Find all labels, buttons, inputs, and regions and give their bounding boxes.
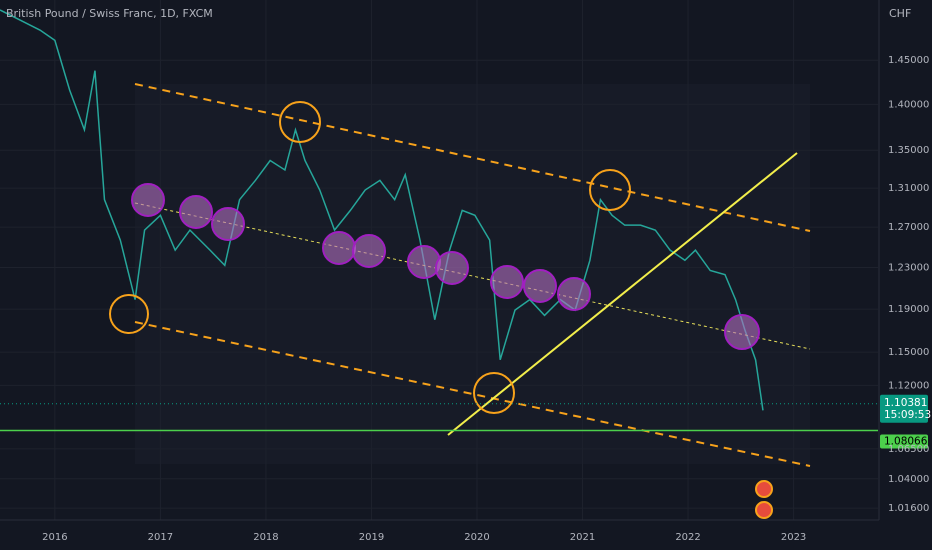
level-label: 1.08066: [884, 435, 928, 447]
y-tick-label: 1.45000: [888, 55, 929, 66]
price-line: [0, 9, 764, 411]
last-price-box: [880, 394, 928, 423]
purple-circle: [490, 265, 524, 299]
channel-top: [134, 83, 811, 232]
orange-circle: [473, 372, 515, 414]
chart-title: British Pound / Swiss Franc, 1D, FXCM: [6, 7, 213, 20]
orange-circle: [589, 169, 631, 211]
orange-circle: [279, 101, 321, 143]
y-tick-label: 1.35000: [888, 145, 929, 156]
y-tick-label: 1.15000: [888, 347, 929, 358]
x-tick-label: 2020: [464, 532, 489, 543]
series: [0, 9, 764, 411]
x-tick-label: 2021: [570, 532, 595, 543]
event-icon[interactable]: [755, 501, 773, 519]
x-tick-label: 2023: [781, 532, 806, 543]
purple-circle: [407, 245, 441, 279]
x-tick-label: 2017: [148, 532, 173, 543]
currency-label: CHF: [889, 7, 911, 20]
event-icons: [755, 480, 773, 519]
purple-circle: [179, 195, 213, 229]
last-price-label: 1.10381: [884, 397, 927, 409]
x-tick-label: 2019: [359, 532, 384, 543]
level-box: [880, 434, 928, 449]
purple-circle: [211, 207, 245, 241]
x-tick-label: 2022: [675, 532, 700, 543]
orange-circle: [109, 294, 149, 334]
purple-circle: [131, 183, 165, 217]
y-tick-label: 1.19000: [888, 304, 929, 315]
drawings: [109, 83, 811, 519]
y-tick-label: 1.23000: [888, 262, 929, 273]
countdown-label: 15:09:53: [884, 409, 931, 421]
purple-circle: [322, 231, 356, 265]
y-tick-label: 1.06500: [888, 444, 929, 455]
trend-line: [447, 152, 798, 436]
channel-bottom: [134, 321, 811, 467]
y-tick-label: 1.01600: [888, 503, 929, 514]
purple-circle: [557, 277, 591, 311]
event-icon[interactable]: [755, 480, 773, 498]
y-tick-label: 1.27000: [888, 222, 929, 233]
y-tick-label: 1.04000: [888, 474, 929, 485]
purple-circle: [724, 314, 760, 350]
x-tick-label: 2016: [42, 532, 67, 543]
y-tick-label: 1.40000: [888, 99, 929, 110]
channel-shade: [135, 84, 810, 464]
y-tick-label: 1.12000: [888, 380, 929, 391]
purple-circle: [523, 269, 557, 303]
x-tick-label: 2018: [253, 532, 278, 543]
y-tick-label: 1.31000: [888, 183, 929, 194]
channel-mid: [134, 202, 811, 350]
purple-circle: [435, 251, 469, 285]
purple-circle: [352, 234, 386, 268]
